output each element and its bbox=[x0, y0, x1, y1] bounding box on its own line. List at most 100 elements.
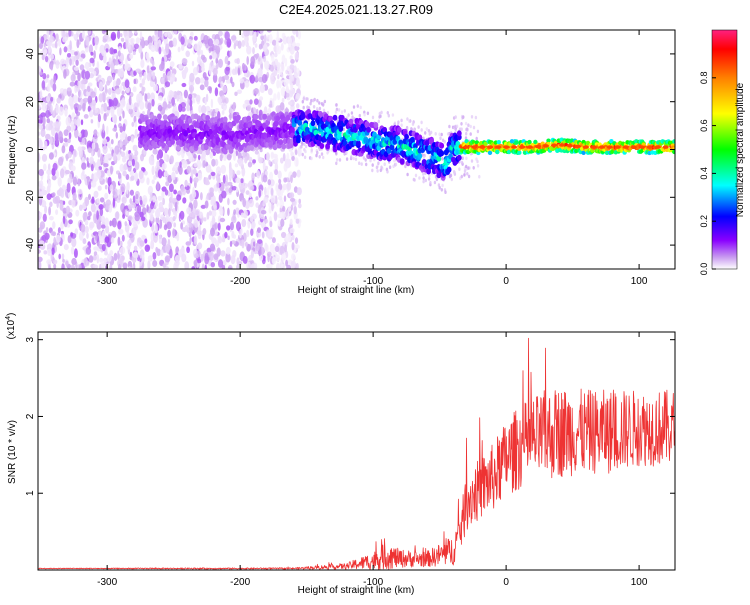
spectrogram-cell bbox=[251, 172, 255, 181]
spectrogram-cell bbox=[254, 150, 259, 155]
spectrogram-cell bbox=[281, 231, 287, 239]
spectrogram-cell bbox=[622, 145, 629, 149]
spectrogram-cell bbox=[214, 87, 219, 97]
spectrogram-cell bbox=[262, 174, 268, 183]
spectrogram-cell bbox=[60, 221, 64, 230]
spectrogram-cell bbox=[220, 164, 227, 174]
spectrogram-cell bbox=[289, 55, 293, 60]
spectrogram-cell bbox=[242, 182, 248, 189]
spectrogram-cell bbox=[289, 90, 294, 98]
spectrogram-cell bbox=[48, 125, 52, 131]
spectrogram-cell bbox=[169, 155, 174, 165]
spectrogram-cell bbox=[90, 163, 94, 172]
spectrogram-cell bbox=[171, 97, 176, 106]
spectrogram-cell bbox=[452, 170, 456, 174]
spectrogram-cell bbox=[270, 194, 276, 204]
spectrogram-cell bbox=[428, 173, 431, 178]
spectrogram-cell bbox=[244, 80, 250, 88]
spectrogram-cell bbox=[255, 202, 259, 208]
spectrogram-cell bbox=[246, 229, 250, 238]
spectrogram-cell bbox=[125, 57, 128, 67]
spectrogram-cell bbox=[268, 206, 272, 214]
spectrogram-cell bbox=[347, 113, 350, 117]
spectrogram-cell bbox=[279, 245, 285, 256]
spectrogram-cell bbox=[125, 39, 129, 50]
spectrogram-cell bbox=[137, 205, 142, 214]
spectrogram-cell bbox=[264, 242, 268, 252]
spectrogram-cell bbox=[61, 263, 65, 269]
spectrogram-cell bbox=[277, 170, 282, 180]
spectrogram-cell bbox=[254, 43, 258, 48]
spectrogram-cell bbox=[51, 247, 55, 255]
spectrogram-cell bbox=[96, 210, 99, 220]
spectrogram-cell bbox=[296, 137, 301, 144]
spectrogram-cell bbox=[100, 215, 106, 223]
spectrogram-cell bbox=[190, 169, 194, 179]
spectrogram-cell bbox=[291, 242, 295, 251]
spectrogram-cell bbox=[158, 234, 163, 244]
spectrogram-cell bbox=[460, 122, 463, 126]
spectrogram-cell bbox=[209, 187, 214, 195]
spectrogram-cell bbox=[527, 145, 533, 149]
spectrogram-cell bbox=[74, 51, 78, 56]
spectrogram-cell bbox=[268, 201, 272, 208]
spectrogram-cell bbox=[164, 244, 170, 253]
spectrogram-cell bbox=[189, 110, 194, 115]
spectrogram-cell bbox=[228, 167, 233, 176]
spectrogram-cell bbox=[582, 145, 589, 149]
spectrogram-cell bbox=[98, 93, 104, 103]
spectrogram-cell bbox=[440, 188, 443, 192]
spectrogram-cell bbox=[98, 81, 104, 92]
spectrogram-cell bbox=[140, 125, 146, 132]
spectrogram-cell bbox=[224, 181, 229, 187]
spectrogram-cell bbox=[105, 177, 109, 183]
spectrogram-cell bbox=[646, 145, 653, 149]
spectrogram-cell bbox=[273, 93, 277, 101]
spectrogram-cell bbox=[259, 254, 264, 261]
spectrogram-cell bbox=[228, 147, 234, 154]
spectrogram-cell bbox=[119, 68, 125, 78]
spectrogram-cell bbox=[176, 194, 182, 201]
spectrogram-cell bbox=[152, 195, 157, 203]
spectrogram-cell bbox=[204, 149, 211, 156]
spectrogram-cell bbox=[182, 197, 187, 204]
spectrogram-cell bbox=[245, 190, 250, 196]
spectrogram-cell bbox=[79, 204, 83, 211]
spectrogram-cell bbox=[130, 175, 135, 181]
spectrogram-cell bbox=[295, 42, 301, 47]
spectrogram-cell bbox=[164, 189, 169, 196]
spectrogram-cell bbox=[138, 170, 144, 180]
spectrogram-cell bbox=[408, 119, 411, 123]
spectrogram-cell bbox=[113, 49, 118, 54]
spectrogram-cell bbox=[371, 163, 374, 167]
spectrogram-cell bbox=[123, 30, 128, 37]
spectrogram-cell bbox=[87, 85, 91, 93]
spectrogram-cell bbox=[226, 225, 231, 231]
spectrogram-cell bbox=[51, 127, 56, 137]
spectrogram-cell bbox=[200, 54, 206, 61]
spectrogram-cell bbox=[38, 227, 43, 233]
spectrogram-cell bbox=[195, 94, 201, 103]
spectrogram-cell bbox=[63, 137, 68, 143]
spectrogram-cell bbox=[62, 215, 66, 225]
spectrogram-cell bbox=[208, 65, 212, 76]
spectrogram-cell bbox=[150, 202, 154, 210]
spectrogram-cell bbox=[269, 220, 273, 228]
spectrogram-cell bbox=[67, 151, 73, 159]
spectrogram-cell bbox=[295, 78, 300, 86]
spectrogram-cell bbox=[285, 259, 288, 267]
snr-plot-area bbox=[38, 332, 675, 570]
spectrogram-cell bbox=[150, 92, 156, 102]
spectrogram-cell bbox=[156, 181, 160, 191]
spectrogram-cell bbox=[231, 186, 237, 191]
spectrogram-cell bbox=[190, 31, 194, 37]
spectrogram-cell bbox=[144, 170, 148, 176]
spectrogram-cell bbox=[118, 194, 121, 201]
spectrogram-cell bbox=[330, 148, 333, 152]
spectrogram-cell bbox=[284, 57, 288, 67]
spectrogram-cell bbox=[271, 39, 277, 46]
spectrogram-cell bbox=[148, 144, 154, 151]
spectrogram-cell bbox=[144, 93, 148, 102]
spectrogram-cell bbox=[62, 30, 66, 39]
